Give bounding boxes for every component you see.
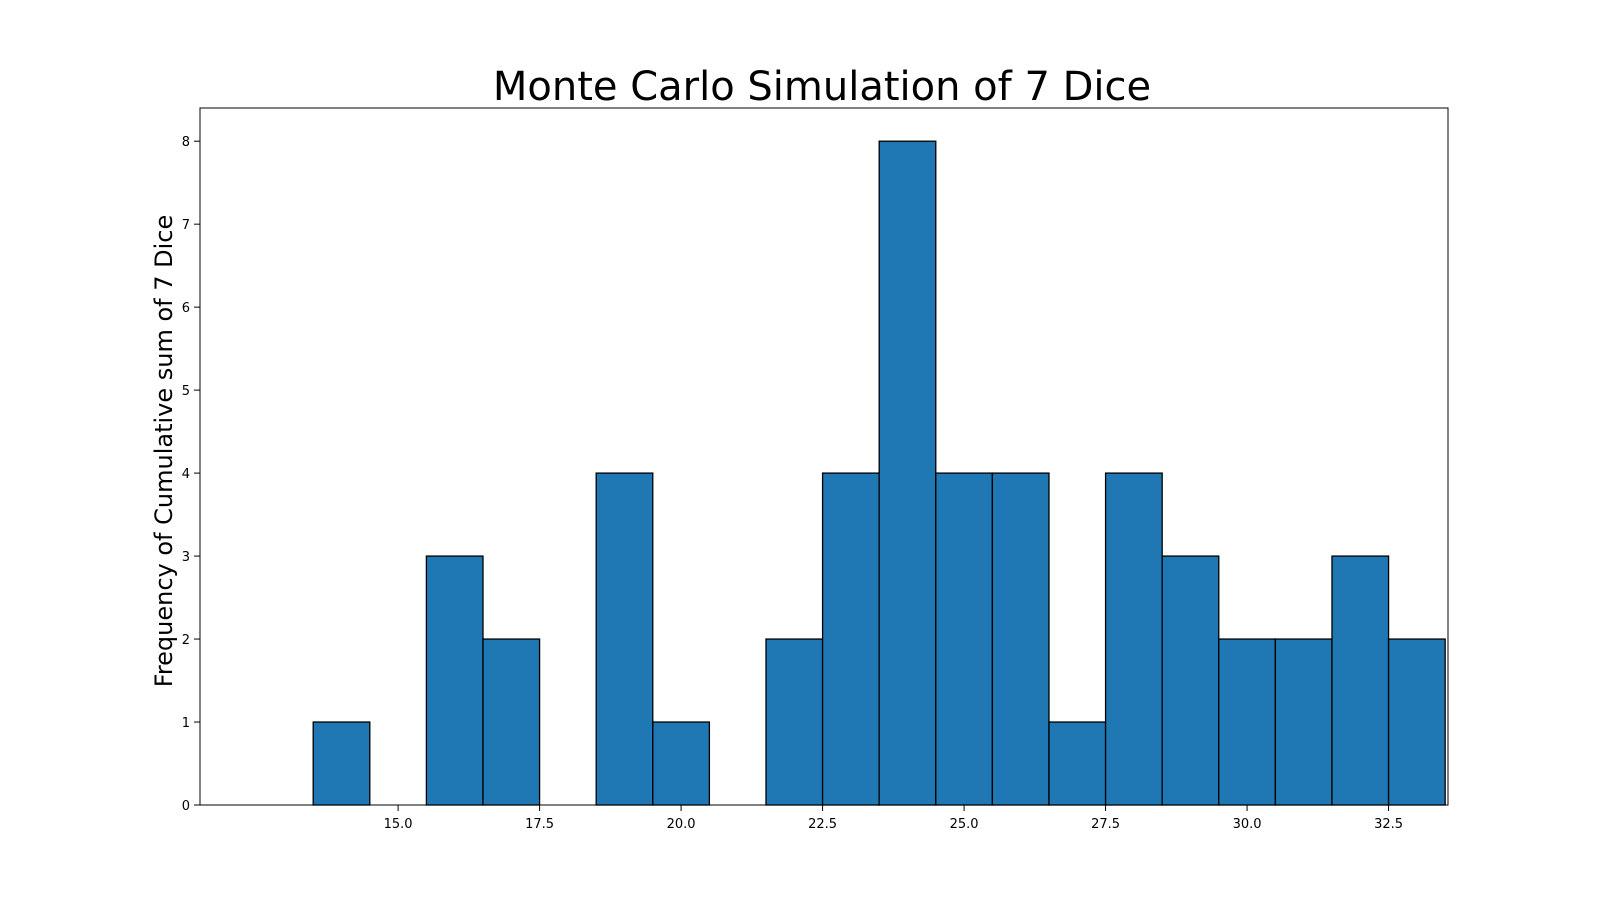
histogram-bar (765, 638, 824, 806)
y-tick-label: 6 (182, 301, 190, 316)
histogram-bar (991, 472, 1050, 806)
histogram-bar (878, 140, 937, 806)
y-tick-label: 8 (182, 135, 190, 150)
histogram-bar (1104, 472, 1163, 806)
x-tick-label: 15.0 (384, 817, 413, 832)
y-tick-label: 1 (182, 716, 190, 731)
histogram-bar (652, 721, 711, 806)
x-tick-label: 30.0 (1233, 817, 1262, 832)
x-tick-label: 20.0 (667, 817, 696, 832)
x-tick-label: 25.0 (950, 817, 979, 832)
histogram-bar (1274, 638, 1333, 806)
histogram-bar (935, 472, 994, 806)
histogram-bar (1387, 638, 1446, 806)
y-tick-label: 2 (182, 633, 190, 648)
x-tick-label: 17.5 (525, 817, 554, 832)
y-tick-label: 5 (182, 384, 190, 399)
plot-frame (199, 107, 1449, 806)
x-tick-label: 27.5 (1091, 817, 1120, 832)
histogram-bar (1161, 555, 1220, 806)
bars-group (312, 140, 1446, 806)
histogram-bar (425, 555, 484, 806)
histogram-bar (821, 472, 880, 806)
histogram-bar (312, 721, 371, 806)
histogram-bar (1218, 638, 1277, 806)
y-tick-label: 3 (182, 550, 190, 565)
y-tick-label: 0 (182, 799, 190, 814)
chart-title: Monte Carlo Simulation of 7 Dice (493, 64, 1151, 110)
x-tick-label: 22.5 (808, 817, 837, 832)
y-tick-label: 7 (182, 218, 190, 233)
histogram-bar (482, 638, 541, 806)
histogram-bar (1331, 555, 1390, 806)
y-axis-label: Frequency of Cumulative sum of 7 Dice (150, 215, 178, 687)
y-tick-label: 4 (182, 467, 190, 482)
histogram-bar (595, 472, 654, 806)
x-tick-label: 32.5 (1374, 817, 1403, 832)
histogram-bar (1048, 721, 1107, 806)
ticks-group: 15.0 17.5 20.0 22.5 25.0 27.5 30.0 32.5 0 1 2 3 4 5 6 7… (182, 135, 1403, 832)
